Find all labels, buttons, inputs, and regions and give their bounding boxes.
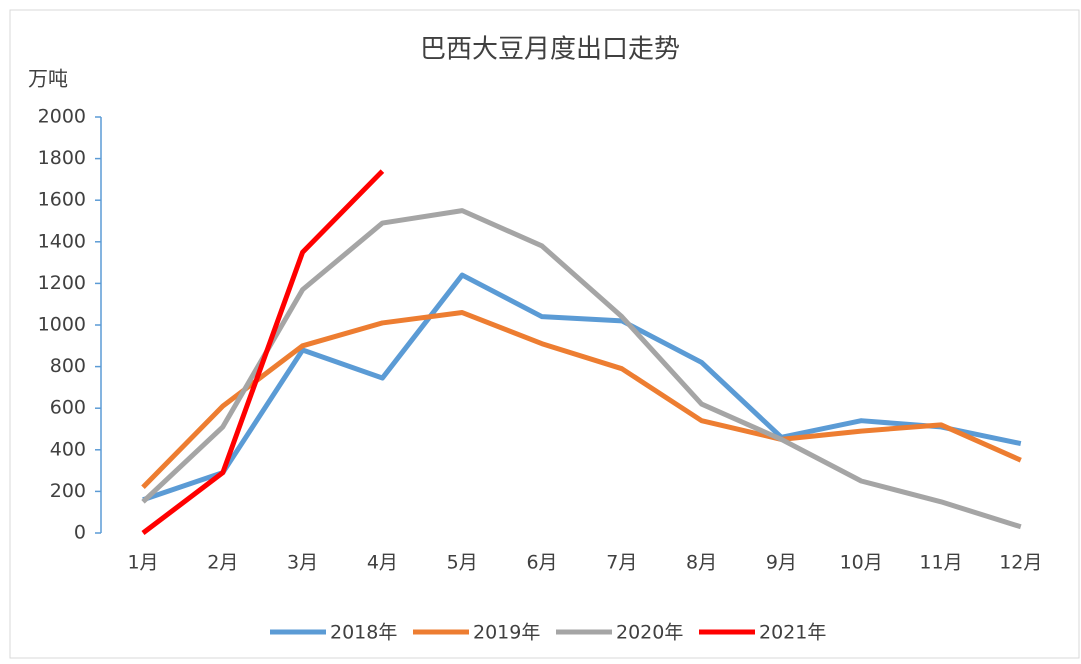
series-line	[141, 208, 1022, 530]
y-tick-label: 2000	[38, 106, 86, 128]
x-tick-label: 2月	[207, 552, 238, 574]
legend-label: 2018年	[330, 622, 397, 644]
x-tick-label: 5月	[447, 552, 478, 574]
x-tick-label: 1月	[127, 552, 158, 574]
x-tick-label: 4月	[367, 552, 398, 574]
y-tick-label: 1200	[38, 272, 86, 294]
x-tick-label: 6月	[526, 552, 557, 574]
y-tick-label: 0	[74, 522, 86, 544]
legend-label: 2019年	[473, 622, 540, 644]
y-axis-label: 万吨	[28, 67, 68, 91]
chart-border	[9, 9, 1080, 659]
y-tick-label: 600	[50, 397, 86, 419]
y-tick-label: 800	[50, 355, 86, 377]
y-tick-label: 1800	[38, 147, 86, 169]
series-line	[141, 310, 1022, 489]
x-tick-label: 9月	[766, 552, 797, 574]
y-tick-label: 1400	[38, 230, 86, 252]
x-tick-label: 7月	[606, 552, 637, 574]
x-tick-label: 10月	[840, 552, 883, 574]
x-tick-label: 8月	[686, 552, 717, 574]
series-line	[142, 272, 1022, 503]
x-tick-label: 11月	[919, 552, 962, 574]
y-tick-label: 400	[50, 438, 86, 460]
legend-label: 2021年	[759, 622, 826, 644]
x-tick-label: 12月	[999, 552, 1042, 574]
x-tick-label: 3月	[287, 552, 318, 574]
legend-label: 2020年	[616, 622, 683, 644]
y-tick-label: 200	[50, 480, 86, 502]
series-line	[141, 169, 385, 535]
y-tick-label: 1000	[38, 314, 86, 336]
y-tick-label: 1600	[38, 189, 86, 211]
chart-title: 巴西大豆月度出口走势	[420, 35, 680, 65]
